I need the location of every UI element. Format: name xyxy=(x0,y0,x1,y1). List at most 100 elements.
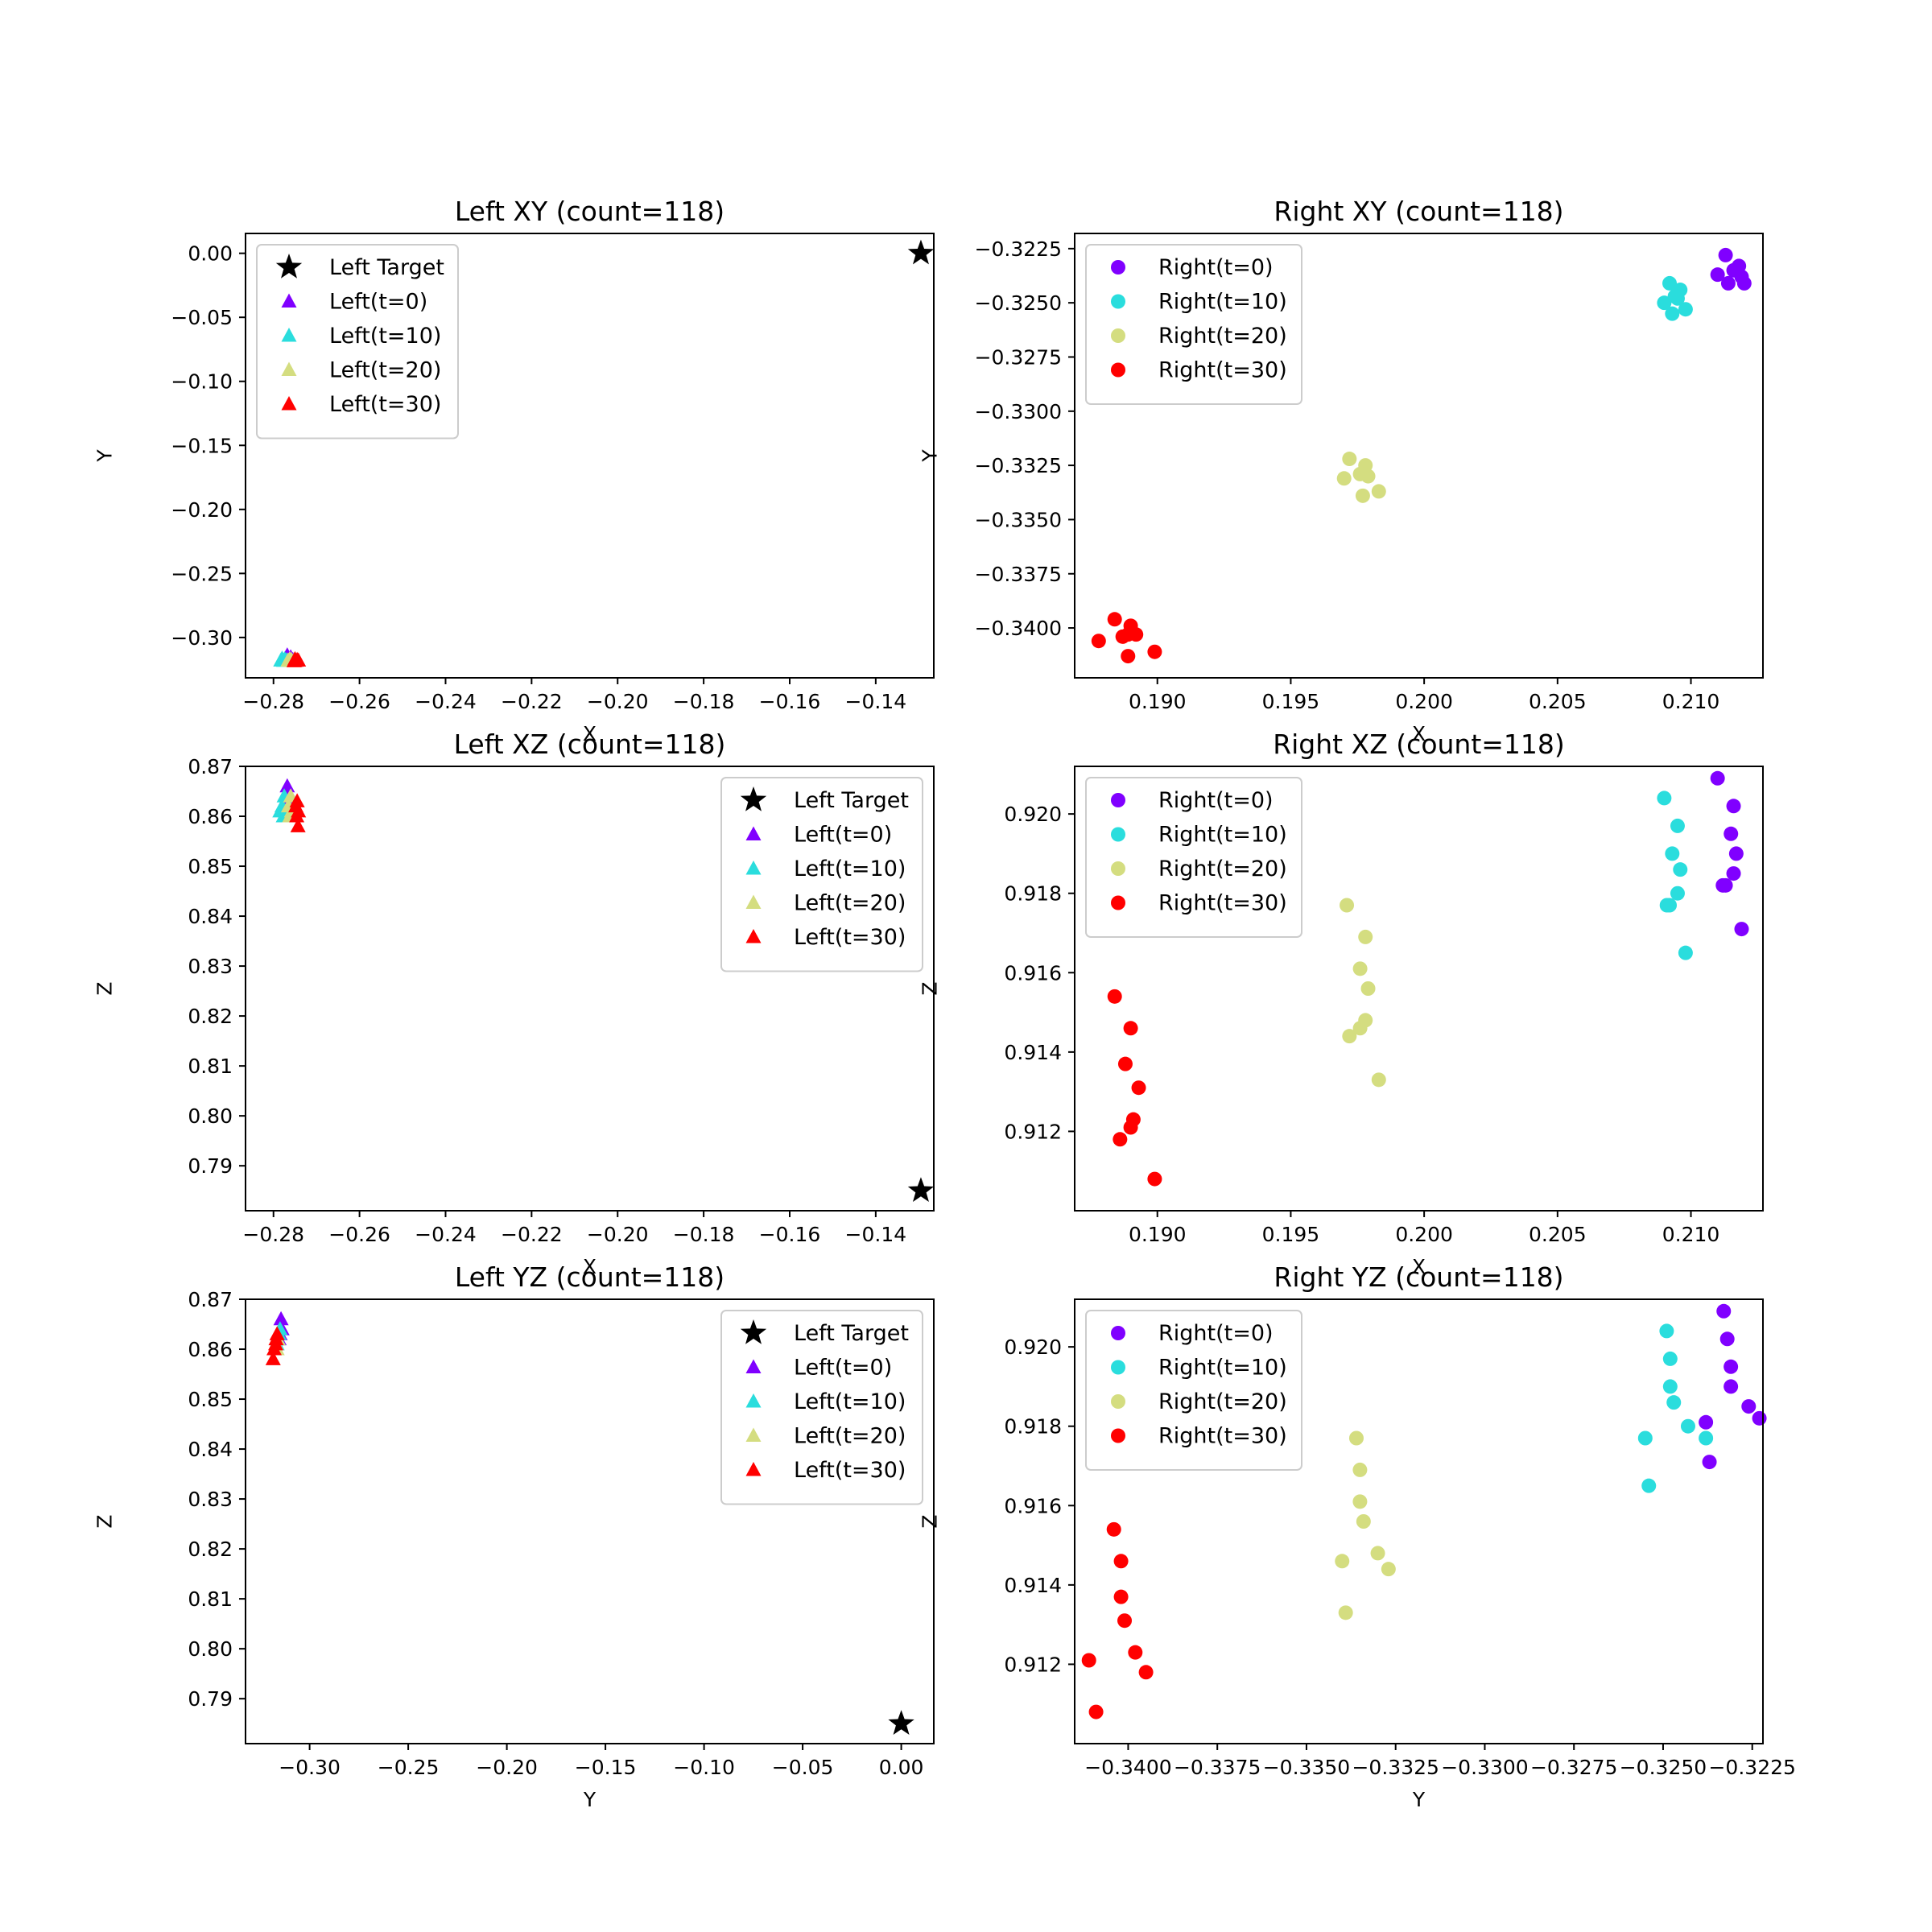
y-tick-label: −0.3225 xyxy=(975,237,1062,261)
x-tick-label: 0.00 xyxy=(879,1756,924,1779)
x-tick-label: −0.18 xyxy=(673,1223,735,1246)
x-tick-label: −0.24 xyxy=(415,690,477,713)
x-tick-label: −0.18 xyxy=(673,690,735,713)
legend-marker xyxy=(1111,260,1125,275)
point-right-t-0 xyxy=(1699,1414,1714,1430)
legend-box xyxy=(1085,1310,1302,1471)
y-tick-label: 0.83 xyxy=(188,1488,233,1511)
y-tick-label: −0.10 xyxy=(171,370,233,394)
point-right-t-30 xyxy=(1106,1521,1121,1537)
legend-label: Left(t=20) xyxy=(794,891,906,916)
legend-marker xyxy=(745,826,762,840)
legend-marker xyxy=(1111,328,1125,343)
x-tick-label: −0.20 xyxy=(476,1756,538,1779)
x-tick-label: −0.28 xyxy=(242,690,304,713)
y-tick-label: 0.87 xyxy=(188,755,233,778)
legend-marker xyxy=(275,254,303,279)
x-axis-label: Y xyxy=(1412,1788,1426,1811)
point-right-t-10 xyxy=(1678,302,1693,317)
subplot-title: Right YZ (count=118) xyxy=(1274,1261,1563,1293)
legend-label: Left(t=30) xyxy=(329,392,441,417)
point-right-t-20 xyxy=(1335,1554,1350,1569)
y-tick-label: −0.05 xyxy=(171,306,233,329)
point-right-t-10 xyxy=(1678,945,1693,960)
y-tick-label: 0.84 xyxy=(188,1438,233,1461)
legend-label: Left(t=10) xyxy=(329,324,441,349)
point-right-t-30 xyxy=(1123,1120,1138,1135)
point-right-t-30 xyxy=(1129,627,1144,642)
legend-label: Right(t=20) xyxy=(1158,857,1287,881)
subplot-left-xz: Left XZ (count=118) −0.28 −0.26 −0.24 −0.22 −… xyxy=(93,729,935,1278)
point-right-t-30 xyxy=(1113,1589,1129,1604)
legend-marker xyxy=(1111,827,1125,842)
y-tick-label: 0.00 xyxy=(188,242,233,266)
point-left-target xyxy=(888,1710,914,1735)
subplot-right-xz: Right XZ (count=118) 0.190 0.195 0.200 0.205… xyxy=(919,729,1764,1278)
x-tick-label: −0.22 xyxy=(501,1223,563,1246)
x-axis-label: X xyxy=(1412,1255,1426,1278)
point-right-t-10 xyxy=(1662,1351,1678,1366)
point-right-t-0 xyxy=(1728,846,1744,861)
legend-marker xyxy=(745,1393,762,1408)
x-axis-label: X xyxy=(583,1255,597,1278)
legend-label: Left(t=10) xyxy=(794,857,906,881)
y-axis-label: Z xyxy=(93,1514,117,1528)
y-tick-label: 0.79 xyxy=(188,1154,233,1178)
point-left-target xyxy=(907,1177,935,1202)
y-tick-label: 0.79 xyxy=(188,1687,233,1711)
point-left-t-30 xyxy=(265,1351,281,1365)
x-tick-label: 0.195 xyxy=(1262,690,1320,713)
legend-marker xyxy=(740,786,767,811)
y-tick-label: 0.82 xyxy=(188,1538,233,1561)
y-tick-label: 0.914 xyxy=(1004,1041,1062,1064)
point-right-t-30 xyxy=(1107,612,1122,627)
legend-marker xyxy=(1111,895,1125,910)
point-right-t-0 xyxy=(1702,1455,1717,1470)
x-axis-label: Y xyxy=(583,1788,597,1811)
point-right-t-20 xyxy=(1352,961,1368,976)
point-left-t-30 xyxy=(267,1335,283,1351)
x-tick-label: −0.3350 xyxy=(1263,1756,1350,1779)
x-tick-label: 0.200 xyxy=(1395,690,1453,713)
y-tick-label: 0.916 xyxy=(1004,1494,1062,1517)
point-right-t-20 xyxy=(1352,1021,1368,1036)
legend-label: Right(t=30) xyxy=(1158,1424,1287,1449)
legend-box xyxy=(720,777,923,972)
data-points xyxy=(272,778,935,1202)
point-right-t-30 xyxy=(1091,634,1106,649)
y-tick-label: 0.84 xyxy=(188,905,233,928)
legend-label: Left(t=0) xyxy=(794,823,892,848)
legend-label: Right(t=0) xyxy=(1158,788,1274,813)
axes-frame xyxy=(1074,1298,1764,1744)
legend-marker xyxy=(1111,294,1125,309)
point-right-t-20 xyxy=(1352,1494,1368,1509)
data-points xyxy=(1107,770,1749,1187)
legend: Left Target Left(t=0) Left(t=10) Left(t=20)… xyxy=(720,777,923,972)
point-right-t-0 xyxy=(1720,275,1736,291)
y-tick-label: 0.918 xyxy=(1004,882,1062,906)
y-tick-label: −0.3375 xyxy=(975,563,1062,586)
point-right-t-10 xyxy=(1666,1395,1682,1410)
x-tick-label: −0.3300 xyxy=(1441,1756,1528,1779)
point-right-t-10 xyxy=(1659,1323,1674,1339)
y-tick-label: 0.912 xyxy=(1004,1120,1062,1143)
legend-label: Right(t=0) xyxy=(1158,255,1274,280)
point-right-t-30 xyxy=(1138,1665,1154,1680)
x-tick-label: −0.16 xyxy=(759,1223,821,1246)
y-tick-label: 0.80 xyxy=(188,1637,233,1661)
x-tick-label: −0.15 xyxy=(575,1756,637,1779)
legend-label: Left(t=20) xyxy=(794,1424,906,1449)
y-axis-label: Y xyxy=(919,449,942,463)
y-tick-label: 0.81 xyxy=(188,1055,233,1078)
point-right-t-20 xyxy=(1342,452,1357,467)
x-axis-label: X xyxy=(1412,722,1426,745)
legend-marker xyxy=(1111,1326,1125,1340)
point-right-t-20 xyxy=(1338,1605,1353,1620)
x-tick-label: 0.190 xyxy=(1129,1223,1187,1246)
point-right-t-0 xyxy=(1741,1399,1757,1414)
point-right-t-30 xyxy=(1147,1171,1162,1187)
subplot-title: Left YZ (count=118) xyxy=(455,1261,724,1293)
legend-label: Right(t=10) xyxy=(1158,1356,1287,1381)
legend-label: Right(t=10) xyxy=(1158,290,1287,315)
